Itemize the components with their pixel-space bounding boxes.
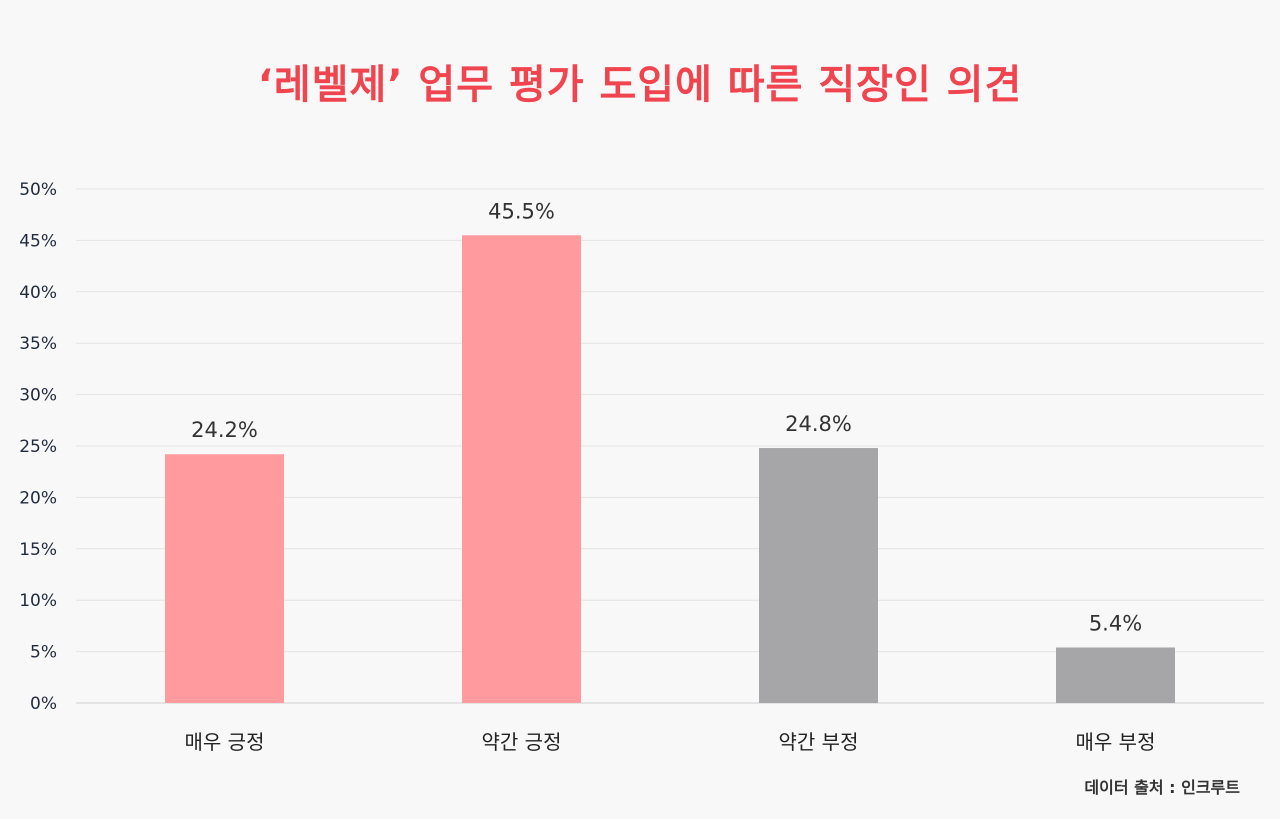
bar [1056, 647, 1175, 703]
y-tick-label: 30% [19, 386, 57, 406]
y-tick-label: 0% [30, 694, 57, 714]
y-tick-label: 35% [19, 334, 57, 354]
x-category-label: 매우 긍정 [185, 730, 265, 754]
y-tick-label: 45% [19, 231, 57, 251]
y-axis-ticks: 0% 5% 10% 15% 20% 25% 30% 35% 40% 45% 50% [19, 180, 57, 714]
y-tick-label: 50% [19, 180, 57, 200]
bar-value-label: 24.8% [785, 412, 852, 436]
y-tick-label: 15% [19, 540, 57, 560]
bar [165, 454, 284, 703]
bar [462, 235, 581, 703]
y-tick-label: 20% [19, 488, 57, 508]
bar-value-label: 24.2% [191, 418, 258, 442]
bar [759, 448, 878, 703]
y-tick-label: 40% [19, 283, 57, 303]
bar-value-label: 45.5% [488, 199, 555, 223]
value-labels: 24.2% 45.5% 24.8% 5.4% [191, 199, 1142, 635]
y-tick-label: 25% [19, 437, 57, 457]
x-category-label: 매우 부정 [1076, 730, 1156, 754]
x-category-label: 약간 부정 [779, 730, 859, 754]
y-tick-label: 5% [30, 643, 57, 663]
x-category-label: 약간 긍정 [482, 730, 562, 754]
source-note: 데이터 출처 : 인크루트 [1084, 778, 1240, 797]
chart-title: ‘레벨제’ 업무 평가 도입에 따른 직장인 의견 [257, 62, 1023, 108]
bars [165, 235, 1175, 703]
y-tick-label: 10% [19, 591, 57, 611]
x-axis-labels: 매우 긍정 약간 긍정 약간 부정 매우 부정 [185, 730, 1156, 754]
bar-value-label: 5.4% [1089, 611, 1142, 635]
